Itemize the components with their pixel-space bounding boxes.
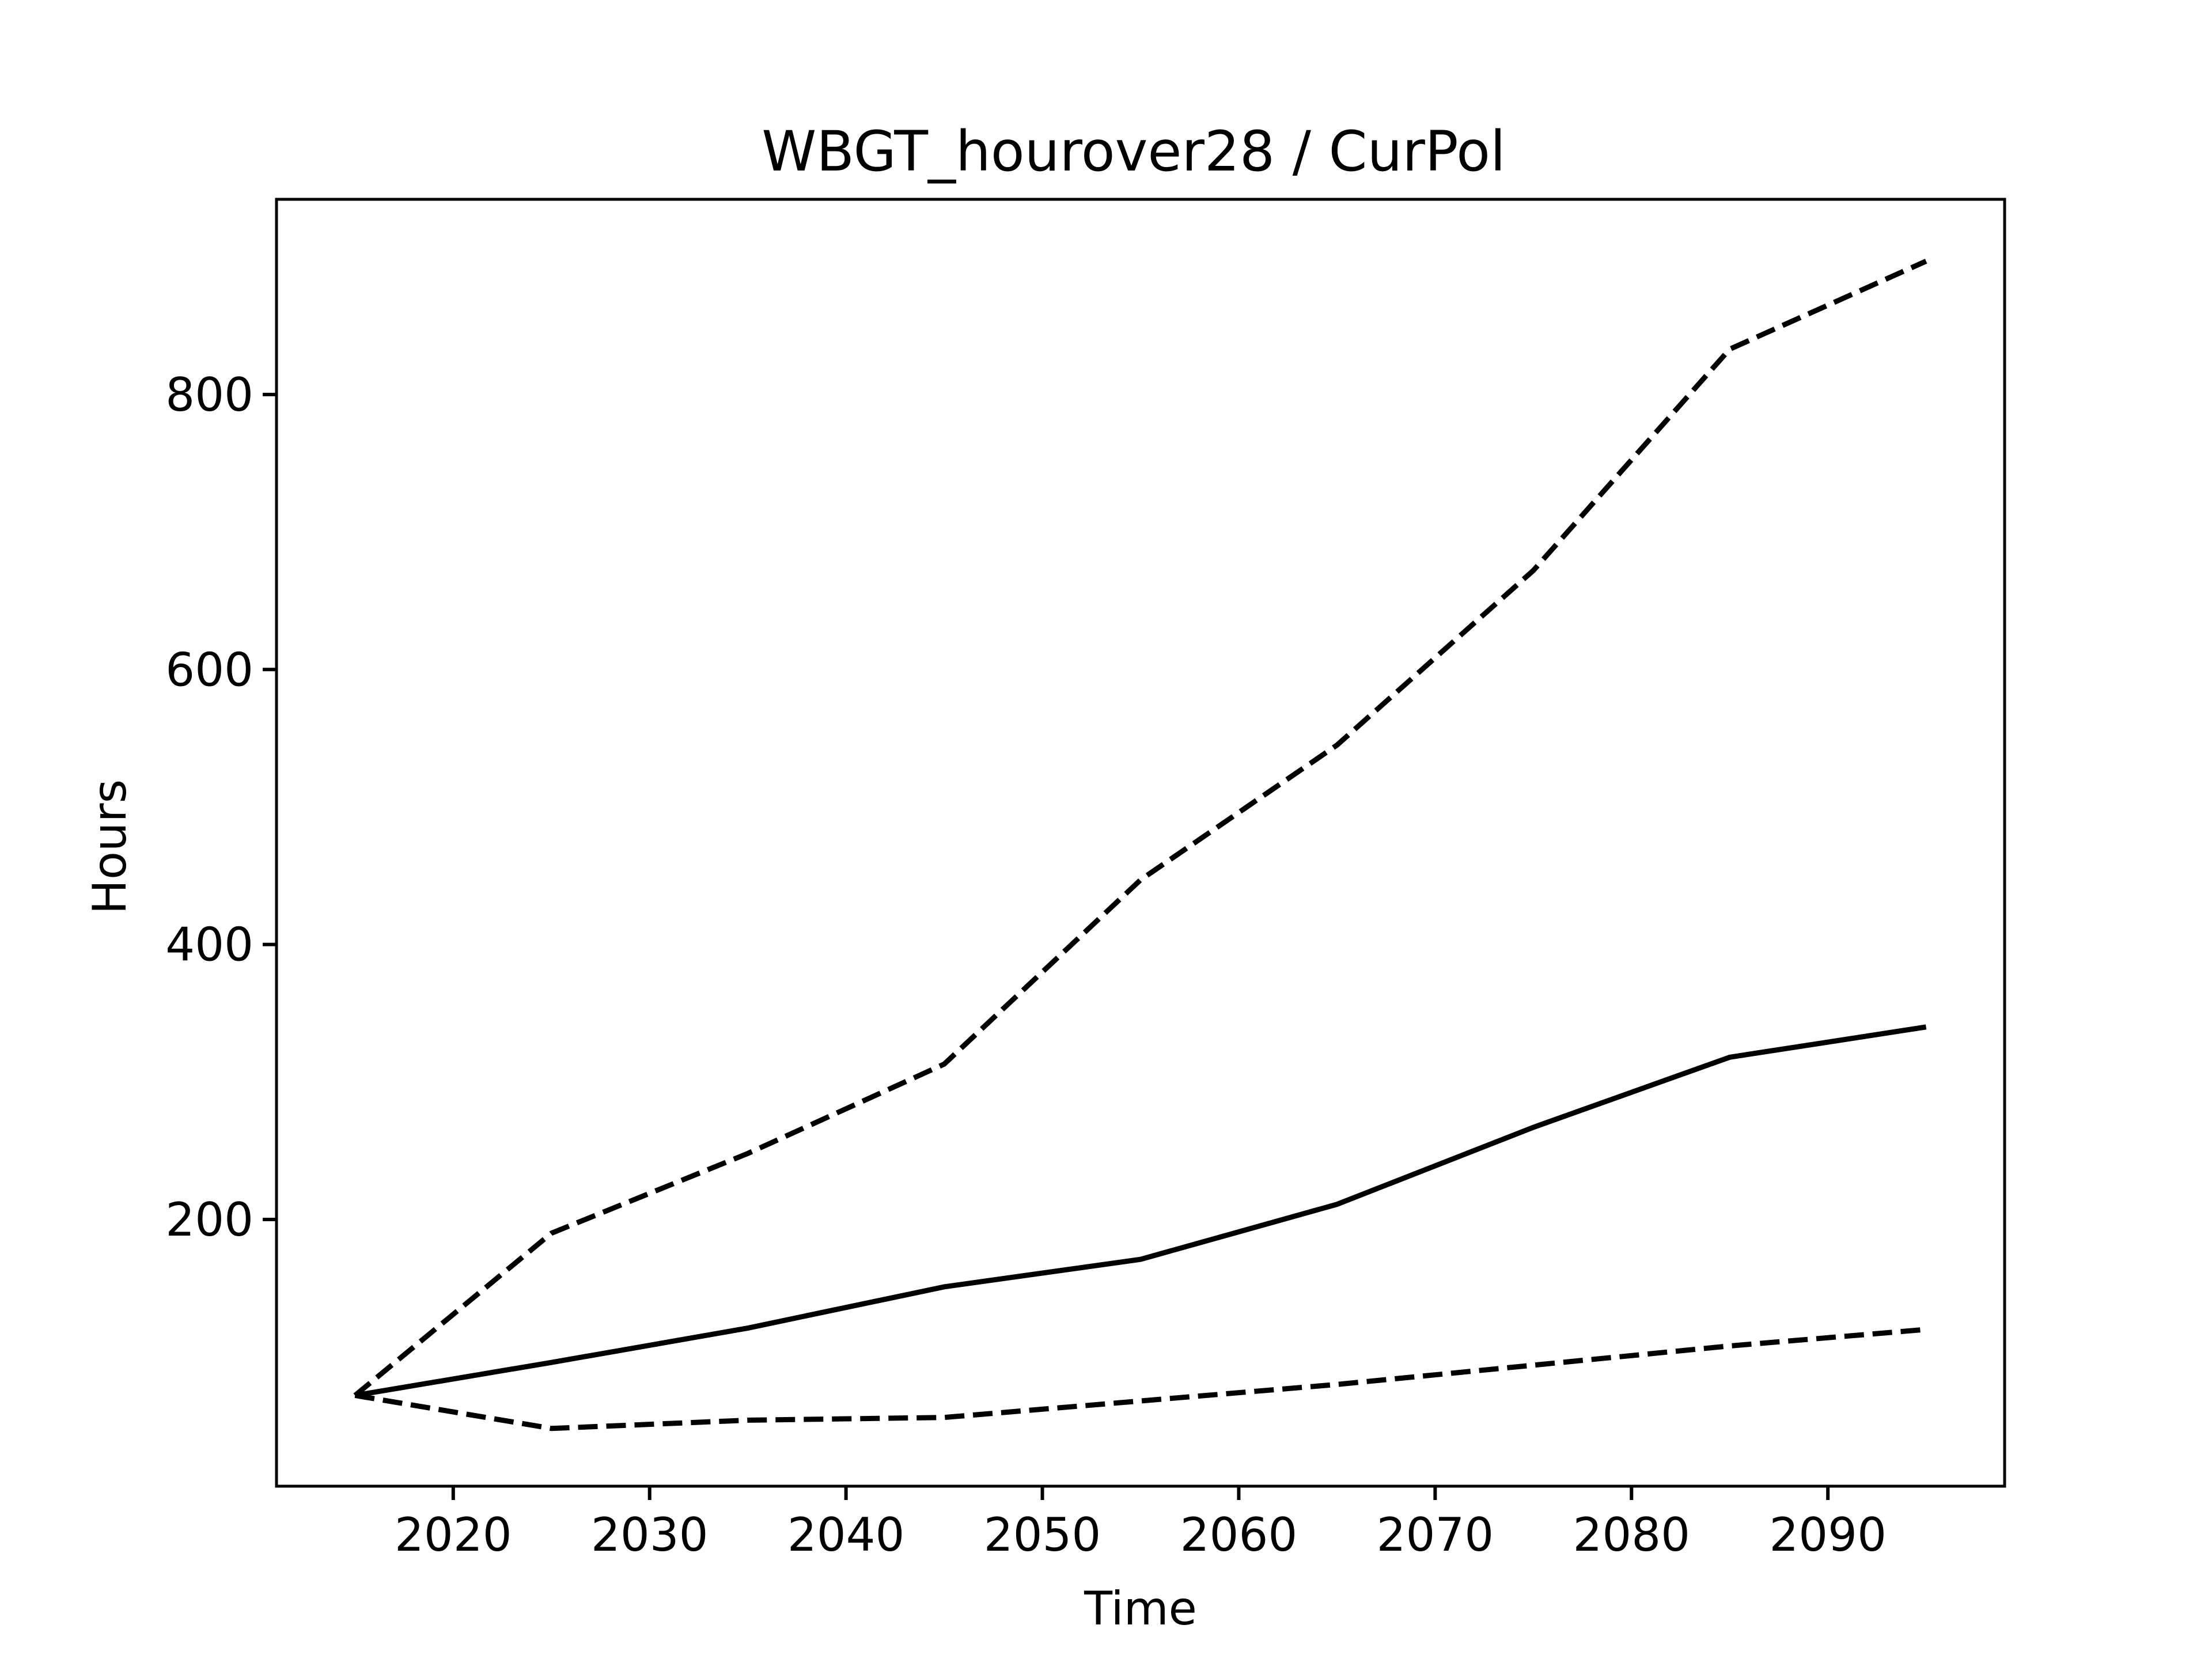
x-tick-label: 2060	[1180, 1508, 1298, 1562]
x-axis: 2020 2030 2040 2050 2060 2070 2080 2090	[395, 1486, 1887, 1562]
series-line-3	[354, 1327, 1927, 1431]
series-line-2	[354, 1024, 1927, 1398]
y-axis-label: Hours	[83, 779, 137, 914]
y-tick-label: 600	[165, 643, 253, 696]
y-tick-label: 200	[165, 1193, 253, 1247]
y-tick-label: 400	[165, 918, 253, 972]
x-tick-label: 2020	[395, 1508, 512, 1562]
y-axis: 200 400 600 800	[165, 368, 276, 1247]
x-tick-label: 2070	[1377, 1508, 1494, 1562]
series-line-1	[353, 259, 1927, 1397]
series-layer	[353, 259, 1927, 1431]
x-tick-label: 2040	[787, 1508, 905, 1562]
x-tick-label: 2050	[984, 1508, 1101, 1562]
y-tick-label: 800	[165, 368, 253, 422]
x-tick-label: 2080	[1573, 1508, 1690, 1562]
plot-frame	[275, 198, 2006, 1488]
chart-title: WBGT_hourover28 / CurPol	[762, 119, 1505, 184]
x-tick-label: 2030	[591, 1508, 709, 1562]
x-tick-label: 2090	[1769, 1508, 1887, 1562]
x-axis-label: Time	[1084, 1582, 1197, 1635]
